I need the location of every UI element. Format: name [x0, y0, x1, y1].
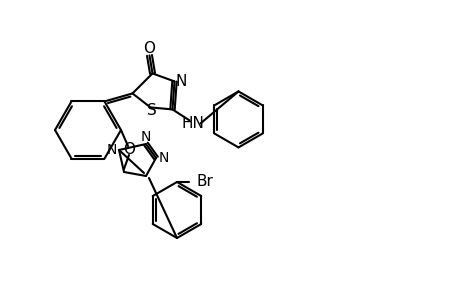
- Text: HN: HN: [181, 116, 203, 131]
- Text: S: S: [146, 103, 156, 118]
- Text: N: N: [175, 74, 187, 89]
- Text: O: O: [123, 142, 134, 158]
- Text: N: N: [106, 143, 117, 157]
- Text: O: O: [143, 41, 155, 56]
- Text: N: N: [140, 130, 151, 144]
- Text: Br: Br: [196, 175, 213, 190]
- Text: N: N: [158, 151, 169, 165]
